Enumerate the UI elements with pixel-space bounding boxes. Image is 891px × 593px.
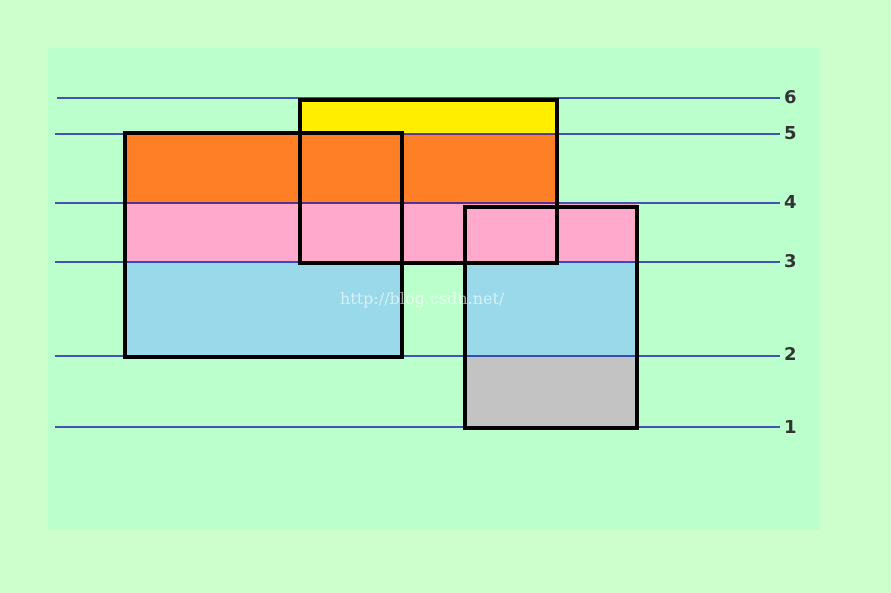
watermark: http://blog.csdn.net/	[340, 289, 505, 308]
gray-band	[465, 357, 637, 428]
level-label: 4	[784, 192, 797, 213]
blue-band-left	[125, 262, 402, 357]
yellow-band	[300, 100, 557, 134]
pink-band	[125, 204, 637, 262]
blue-band-right	[465, 262, 637, 357]
level-label: 2	[784, 344, 797, 365]
level-label: 6	[784, 87, 797, 108]
level-label: 1	[784, 417, 797, 438]
box-a	[123, 131, 404, 359]
level-label: 3	[784, 251, 797, 272]
level-label: 5	[784, 123, 797, 144]
box-c	[463, 205, 639, 430]
orange-band	[125, 134, 557, 204]
box-b	[298, 98, 559, 265]
